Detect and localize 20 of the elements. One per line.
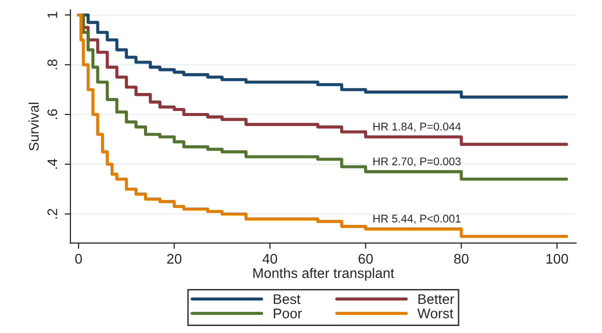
annotation: HR 1.84, P=0.044 bbox=[373, 122, 461, 132]
y-axis-title: Survival bbox=[28, 102, 39, 151]
x-tick-label: 100 bbox=[546, 254, 568, 264]
x-tick-label: 20 bbox=[167, 254, 182, 264]
legend-label: Poor bbox=[274, 308, 302, 318]
y-tick-label: .6 bbox=[47, 109, 58, 119]
annotation: HR 2.70, P=0.003 bbox=[373, 157, 461, 167]
legend-label: Best bbox=[274, 294, 300, 304]
x-tick-label: 40 bbox=[262, 254, 278, 264]
x-tick-label: 80 bbox=[454, 254, 468, 264]
y-tick-label: .2 bbox=[47, 208, 58, 219]
x-axis-title: Months after transplant bbox=[253, 268, 394, 281]
x-tick-label: 0 bbox=[75, 254, 82, 264]
y-tick-label: .8 bbox=[47, 60, 58, 70]
y-tick-label: .4 bbox=[48, 158, 58, 169]
x-tick-label: 60 bbox=[358, 254, 373, 264]
legend-label: Better bbox=[418, 294, 454, 304]
annotation: HR 5.44, P<0.001 bbox=[373, 214, 461, 224]
legend-label: Worst bbox=[417, 308, 454, 318]
y-tick-label: 1 bbox=[48, 12, 58, 18]
